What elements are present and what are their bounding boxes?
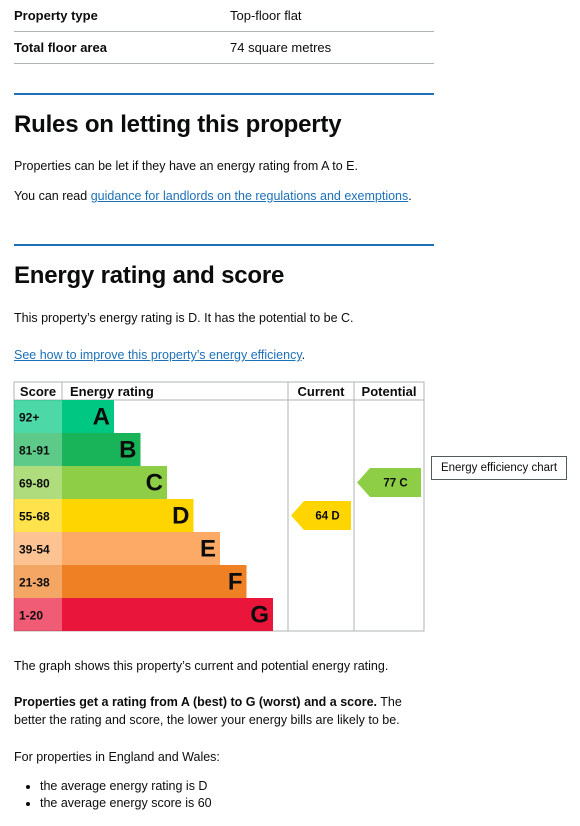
score-range-label: 39-54 xyxy=(19,543,50,557)
score-cell-b xyxy=(14,433,62,466)
rating-letter: C xyxy=(146,470,163,497)
header-score: Score xyxy=(20,384,56,399)
rating-explanation-rest: The better the rating and score, the low… xyxy=(14,695,402,727)
summary-row-property-type: Property type Top-floor flat xyxy=(14,0,434,32)
header-current: Current xyxy=(298,384,346,399)
letting-paragraph: Properties can be let if they have an en… xyxy=(14,159,358,173)
list-item: the average energy rating is D xyxy=(40,778,212,795)
rating-bar-e xyxy=(62,532,220,565)
list-item: the average energy score is 60 xyxy=(40,795,212,812)
rating-explanation-bold: Properties get a rating from A (best) to… xyxy=(14,695,378,709)
rating-letter: B xyxy=(119,437,136,464)
rating-letter: F xyxy=(228,569,243,596)
guidance-prefix: You can read xyxy=(14,189,91,203)
current-arrow xyxy=(291,501,351,530)
averages-list: the average energy rating is D the avera… xyxy=(14,778,212,812)
rating-letter: G xyxy=(250,602,269,629)
score-cell-g xyxy=(14,598,62,631)
energy-heading: Energy rating and score xyxy=(14,262,285,289)
guidance-suffix: . xyxy=(408,189,412,203)
graph-description: The graph shows this property’s current … xyxy=(14,659,389,673)
improve-efficiency-link[interactable]: See how to improve this property’s energ… xyxy=(14,348,302,362)
header-energy-rating: Energy rating xyxy=(70,384,154,399)
rating-bar-g xyxy=(62,598,273,631)
rating-letter: D xyxy=(172,503,189,530)
england-wales-intro: For properties in England and Wales: xyxy=(14,750,220,764)
property-summary: Property type Top-floor flat Total floor… xyxy=(14,0,434,64)
rating-bar-f xyxy=(62,565,247,598)
rating-bar-b xyxy=(62,433,141,466)
score-cell-d xyxy=(14,499,62,532)
rating-bar-a xyxy=(62,400,114,433)
improve-paragraph: See how to improve this property’s energ… xyxy=(14,346,434,364)
potential-rating-label: 77 C xyxy=(383,478,407,490)
score-cell-f xyxy=(14,565,62,598)
guidance-link[interactable]: guidance for landlords on the regulation… xyxy=(90,189,409,203)
section-divider xyxy=(14,244,434,246)
score-cell-c xyxy=(14,466,62,499)
energy-rating-paragraph: This property’s energy rating is D. It h… xyxy=(14,311,354,325)
header-potential: Potential xyxy=(362,384,417,399)
summary-value: Top-floor flat xyxy=(230,8,302,23)
section-divider xyxy=(14,93,434,95)
rating-letter: E xyxy=(200,536,216,563)
summary-key: Total floor area xyxy=(14,40,107,55)
improve-suffix: . xyxy=(301,348,306,362)
chart-tooltip: Energy efficiency chart xyxy=(431,456,567,480)
letting-heading: Rules on letting this property xyxy=(14,111,342,138)
rating-bar-c xyxy=(62,466,167,499)
score-cell-e xyxy=(14,532,62,565)
score-range-label: 55-68 xyxy=(19,510,50,524)
rating-explanation: Properties get a rating from A (best) to… xyxy=(14,693,434,729)
summary-row-floor-area: Total floor area 74 square metres xyxy=(14,32,434,64)
summary-value: 74 square metres xyxy=(230,40,332,55)
potential-arrow xyxy=(357,468,421,497)
score-range-label: 81-91 xyxy=(19,444,50,458)
score-cell-a xyxy=(14,400,62,433)
score-range-label: 69-80 xyxy=(19,477,50,491)
score-range-label: 1-20 xyxy=(19,609,43,623)
rating-bar-d xyxy=(62,499,194,532)
current-rating-label: 64 D xyxy=(315,511,339,523)
rating-letter: A xyxy=(93,404,110,431)
summary-key: Property type xyxy=(14,8,98,23)
score-range-label: 92+ xyxy=(19,411,39,425)
score-range-label: 21-38 xyxy=(19,576,50,590)
letting-guidance-paragraph: You can read guidance for landlords on t… xyxy=(14,187,434,205)
